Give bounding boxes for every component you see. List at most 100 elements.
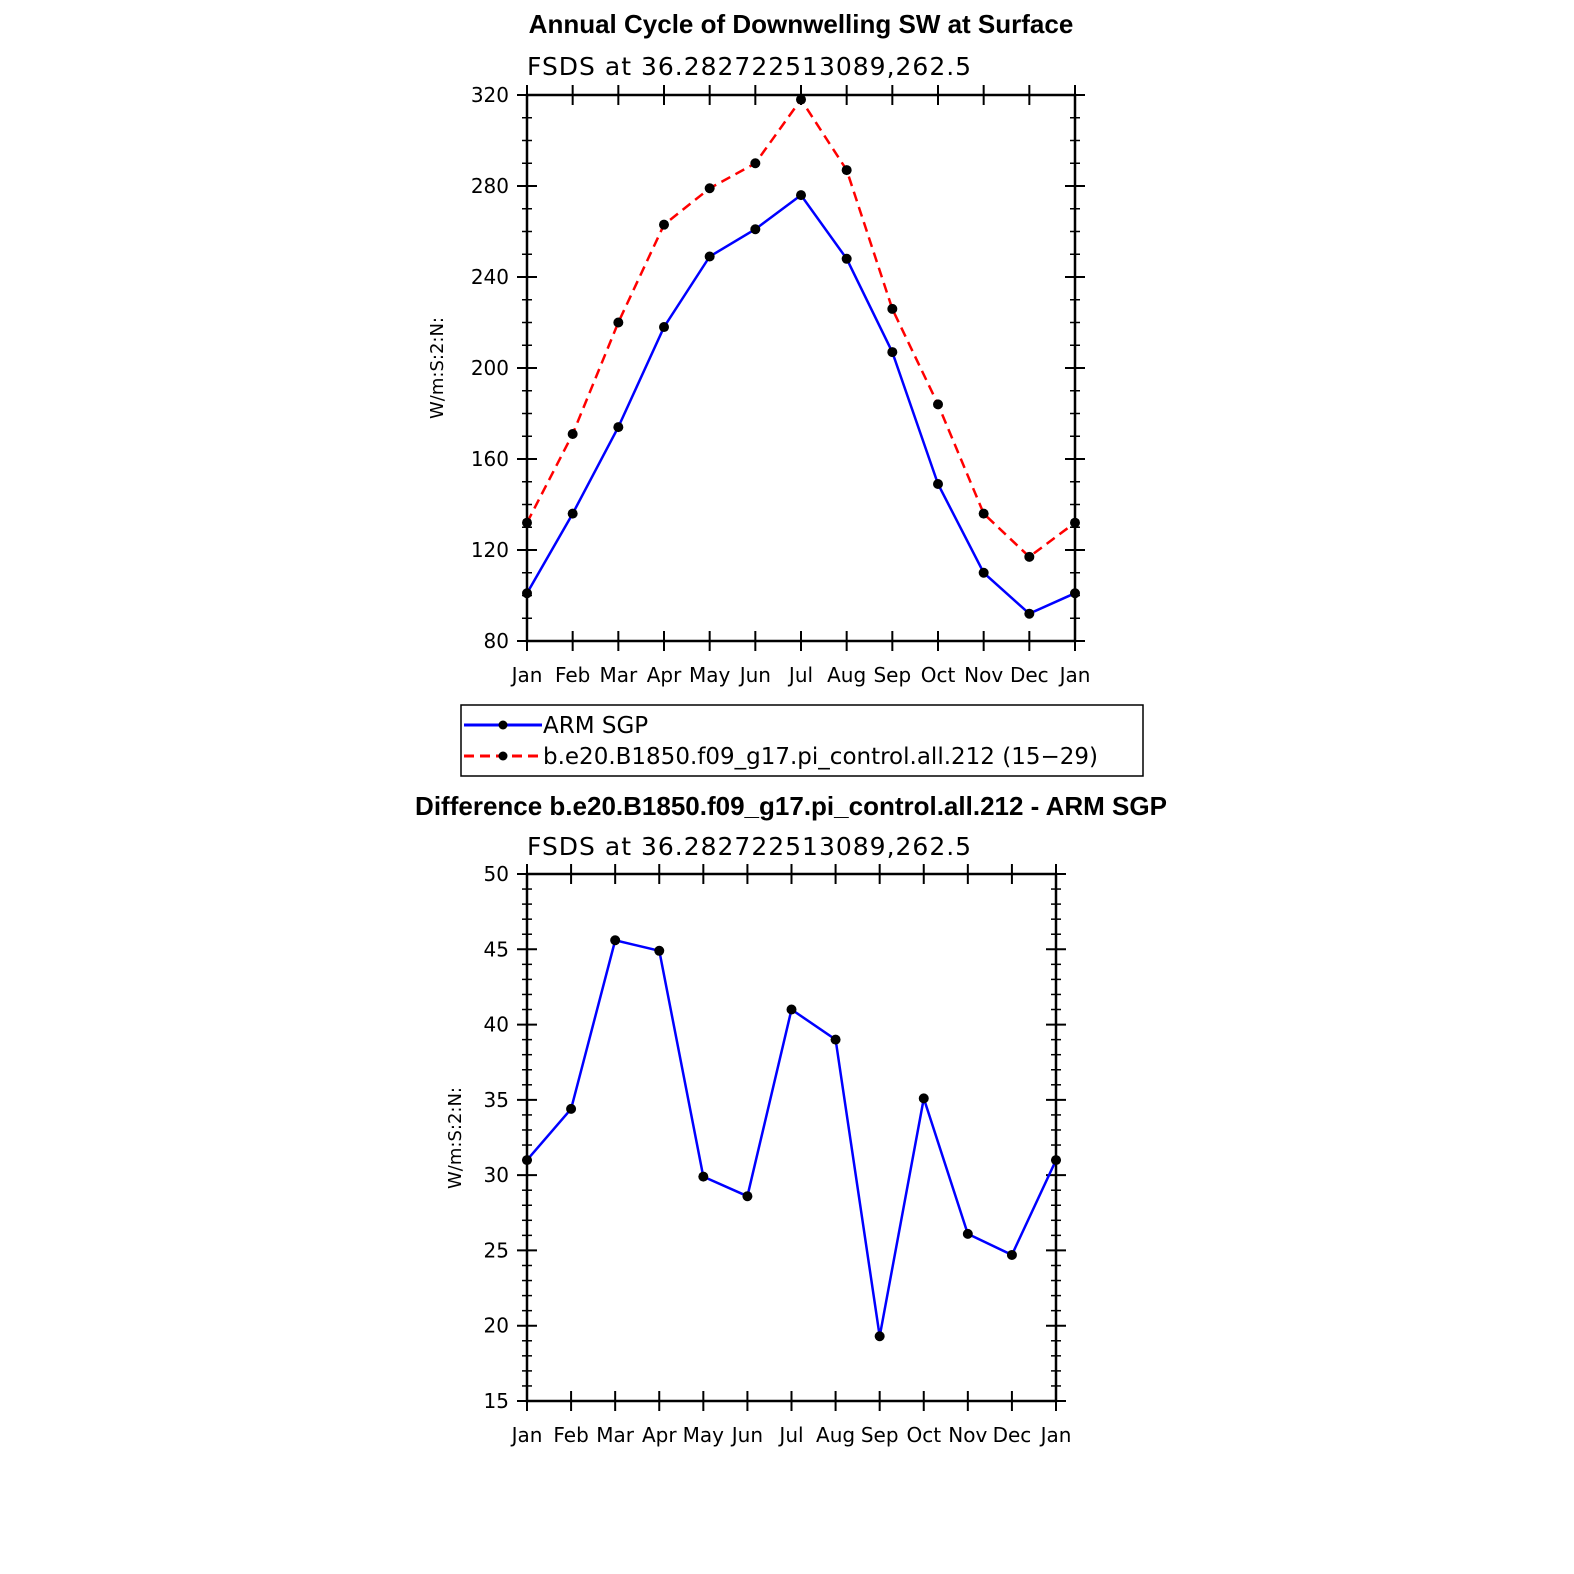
chart1-series-1-point — [704, 183, 715, 194]
chart2-ytick-label: 45 — [484, 937, 509, 961]
chart1-series-0-point — [841, 253, 852, 264]
chart2-ytick-label: 15 — [484, 1389, 509, 1413]
chart1-series-0-point — [522, 588, 532, 599]
chart2-series-0-point — [654, 945, 665, 956]
chart1-series-1-point — [933, 399, 943, 410]
chart1-xtick-label: Apr — [647, 663, 682, 687]
chart1-title: Annual Cycle of Downwelling SW at Surfac… — [529, 9, 1074, 39]
chart2-xtick-label: Aug — [816, 1423, 855, 1447]
chart2-series-0-point — [610, 935, 621, 946]
chart1-ytick-label: 160 — [471, 447, 509, 471]
legend-box — [460, 704, 1144, 777]
chart1-series-1-point — [659, 219, 669, 230]
chart1-ytick-label: 240 — [471, 265, 509, 289]
chart1-xtick-label: May — [689, 663, 731, 687]
chart1-xtick-label: Mar — [599, 663, 638, 687]
chart1-xtick-label: Sep — [873, 663, 911, 687]
chart1-series-1-point — [750, 158, 761, 169]
chart1-series-0-point — [887, 347, 898, 358]
chart1-series-1-point — [522, 517, 532, 528]
chart1-series-1-point — [887, 303, 898, 314]
chart2-series-0-point — [918, 1093, 929, 1104]
chart1-series-0-point — [659, 322, 669, 333]
chart1-series-1-point — [1070, 517, 1080, 528]
chart2-series-line-0 — [526, 938, 1058, 1337]
chart1-series-1-point — [613, 317, 624, 328]
chart2-xtick-label: Nov — [948, 1423, 987, 1447]
chart1-xtick-label: Jan — [1058, 663, 1091, 687]
chart2-ytick-label: 50 — [484, 862, 509, 886]
chart1-xtick-label: Dec — [1010, 663, 1049, 687]
difference-chart: Difference b.e20.B1850.f09_g17.pi_contro… — [415, 791, 1167, 1447]
chart1-ytick-label: 280 — [471, 174, 509, 198]
chart2-subtitle: FSDS at 36.282722513089,262.5 — [527, 832, 972, 861]
chart2-xtick-label: Jan — [510, 1423, 543, 1447]
chart1-series-1-point — [841, 165, 852, 176]
chart1-xtick-label: Nov — [964, 663, 1003, 687]
chart2-ylabel: W/m:S:2:N: — [445, 1087, 466, 1189]
chart1-series-1-point — [796, 94, 806, 105]
legend-marker-arm-sgp — [498, 720, 508, 730]
chart1-ylabel: W/m:S:2:N: — [427, 317, 448, 419]
chart1-xtick-label: Oct — [921, 663, 956, 687]
chart1-ytick-label: 120 — [471, 538, 509, 562]
chart1-series-0-point — [933, 479, 943, 490]
chart2-ytick-label: 20 — [484, 1314, 509, 1338]
chart2-xtick-label: Apr — [642, 1423, 677, 1447]
chart1-xtick-label: Jun — [738, 663, 771, 687]
chart2-ytick-label: 30 — [484, 1163, 509, 1187]
chart2-xtick-label: Oct — [906, 1423, 941, 1447]
chart2-xtick-label: May — [683, 1423, 725, 1447]
chart2-xtick-label: Sep — [861, 1423, 899, 1447]
chart2-xtick-label: Dec — [993, 1423, 1032, 1447]
legend-marker-model — [498, 751, 508, 761]
chart1-series-0-point — [796, 190, 806, 201]
annual-cycle-chart: Annual Cycle of Downwelling SW at Surfac… — [427, 9, 1090, 687]
legend-label-model: b.e20.B1850.f09_g17.pi_control.all.212 (… — [543, 744, 1098, 770]
chart2-series-0-point — [566, 1103, 577, 1114]
chart1-ytick-label: 200 — [471, 356, 509, 380]
chart1-series-0-point — [704, 251, 715, 262]
chart1-series-1-point — [1024, 551, 1035, 562]
chart1-series-line-1 — [525, 97, 1076, 559]
chart1-series-0-point — [567, 508, 578, 519]
legend-label-arm-sgp: ARM SGP — [543, 713, 648, 739]
chart2-xtick-label: Jan — [1039, 1423, 1072, 1447]
legend: ARM SGP b.e20.B1850.f09_g17.pi_control.a… — [460, 704, 1144, 777]
chart2-ytick-label: 25 — [484, 1238, 509, 1262]
chart2-xtick-label: Jul — [777, 1423, 803, 1447]
chart1-series-line-0 — [525, 193, 1076, 616]
chart2-ytick-label: 35 — [484, 1088, 509, 1112]
chart2-xtick-label: Feb — [553, 1423, 588, 1447]
chart1-subtitle: FSDS at 36.282722513089,262.5 — [527, 52, 972, 81]
chart1-ytick-label: 320 — [471, 83, 509, 107]
chart2-series-0-point — [1051, 1155, 1061, 1166]
chart2-xtick-label: Mar — [596, 1423, 635, 1447]
chart2-series-0-point — [1006, 1249, 1017, 1260]
chart2-ytick-label: 40 — [484, 1013, 509, 1037]
chart2-title: Difference b.e20.B1850.f09_g17.pi_contro… — [415, 791, 1167, 821]
chart1-xtick-label: Aug — [827, 663, 866, 687]
chart2-series-0-point — [742, 1191, 753, 1202]
chart1-series-1-point — [567, 428, 578, 439]
chart2-series-0-point — [786, 1004, 797, 1015]
chart1-ytick-label: 80 — [484, 629, 509, 653]
chart1-series-0-point — [978, 567, 989, 578]
chart1-series-0-point — [1024, 608, 1035, 619]
chart1-series-1-point — [978, 508, 989, 519]
chart1-xtick-label: Feb — [555, 663, 590, 687]
chart1-xtick-label: Jul — [787, 663, 813, 687]
chart2-plot-frame — [525, 872, 1058, 1403]
chart1-xtick-label: Jan — [510, 663, 543, 687]
chart2-xtick-label: Jun — [730, 1423, 763, 1447]
chart1-series-0-point — [613, 422, 624, 433]
chart2-series-0-point — [698, 1171, 709, 1182]
chart1-plot-frame — [525, 93, 1077, 643]
chart2-series-0-point — [522, 1155, 532, 1166]
chart1-series-0-point — [1070, 588, 1080, 599]
chart2-series-0-point — [962, 1228, 973, 1239]
chart2-series-0-point — [874, 1331, 885, 1342]
chart1-series-0-point — [750, 224, 761, 235]
chart2-series-0-point — [830, 1034, 841, 1045]
